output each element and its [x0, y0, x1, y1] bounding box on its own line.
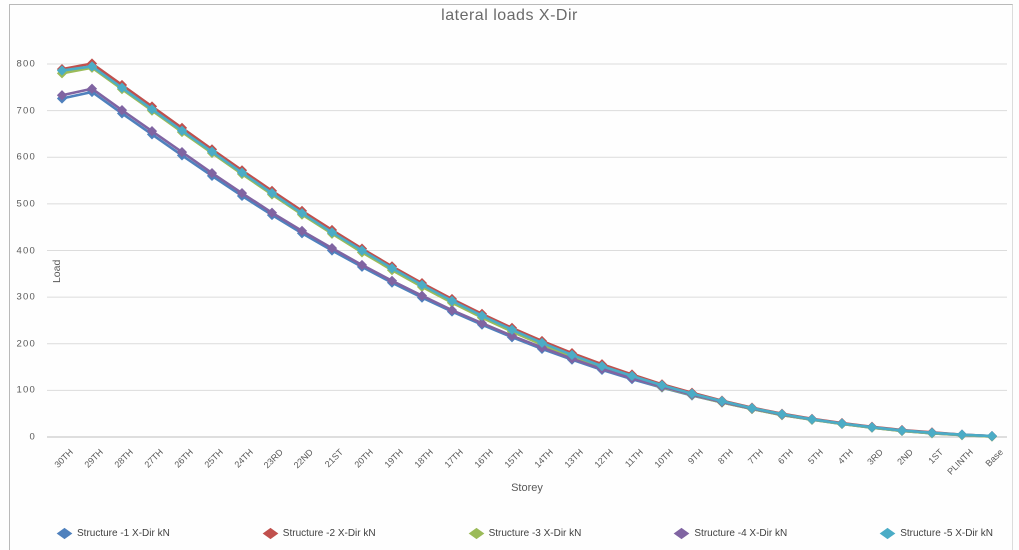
y-tick-label: 500 — [16, 198, 36, 210]
series-line[interactable] — [60, 65, 994, 438]
series-line[interactable] — [60, 66, 994, 438]
series-markers[interactable] — [56, 61, 998, 442]
legend-diamond-icon — [262, 527, 279, 539]
series-markers[interactable] — [56, 58, 998, 442]
chart-title: lateral loads X-Dir — [441, 7, 578, 24]
legend-item[interactable]: Structure -1 X-Dir kN — [56, 527, 170, 540]
legend-label: Structure -5 X-Dir kN — [900, 527, 993, 539]
x-axis-title: Storey — [511, 482, 543, 494]
legend-diamond-icon — [674, 527, 690, 539]
legend-item[interactable]: Structure -2 X-Dir kN — [262, 527, 376, 540]
y-tick-label: 300 — [16, 291, 36, 303]
legend-label: Structure -1 X-Dir kN — [77, 527, 170, 539]
legend-diamond-icon — [468, 527, 484, 539]
y-tick-label: 0 — [29, 431, 36, 443]
y-tick-label: 200 — [16, 338, 36, 350]
legend-diamond-icon — [879, 527, 896, 539]
y-tick-label: 600 — [16, 151, 36, 163]
legend-label: Structure -4 X-Dir kN — [694, 527, 788, 539]
y-tick-label: 400 — [16, 245, 36, 256]
legend-label: Structure -2 X-Dir kN — [282, 527, 376, 539]
series-markers[interactable] — [56, 62, 998, 442]
legend: Structure -1 X-Dir kN Structure -2 X-Dir … — [56, 523, 993, 543]
series-line[interactable] — [60, 62, 994, 438]
series-markers[interactable] — [56, 83, 998, 442]
y-tick-label: 100 — [16, 384, 36, 396]
legend-label: Structure -3 X-Dir kN — [488, 527, 582, 539]
y-tick-label: 700 — [16, 105, 36, 117]
legend-item[interactable]: Structure -5 X-Dir kN — [879, 527, 993, 540]
y-axis-title: Load — [51, 259, 63, 284]
legend-item[interactable]: Structure -3 X-Dir kN — [468, 527, 582, 540]
y-tick-label: 800 — [16, 58, 36, 70]
legend-item[interactable]: Structure -4 X-Dir kN — [673, 527, 787, 540]
legend-diamond-icon — [56, 527, 73, 539]
